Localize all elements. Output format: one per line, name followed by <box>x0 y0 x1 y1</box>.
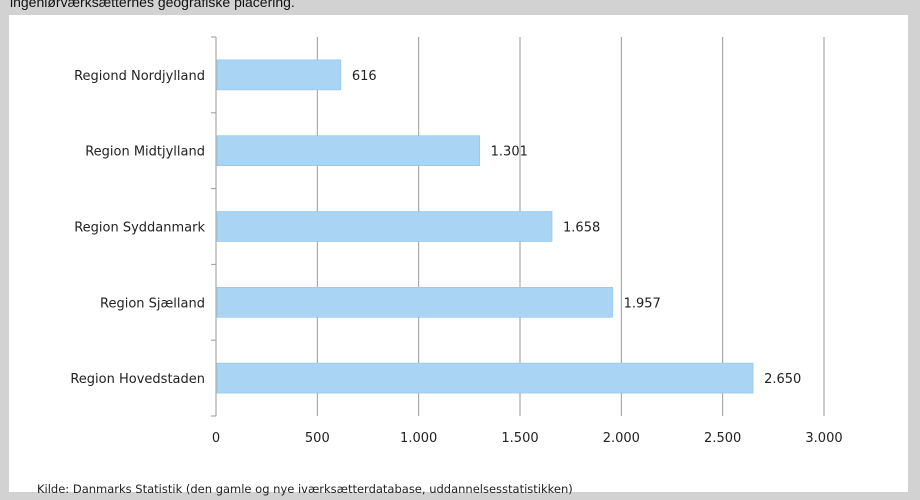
bar <box>216 135 480 166</box>
category-label: Region Syddanmark <box>74 221 205 236</box>
x-tick-label: 3.000 <box>805 431 842 446</box>
bar-chart: Regiond Nordjylland 616 Region Midtjylland… <box>70 36 843 446</box>
value-label: 1.658 <box>563 221 600 236</box>
bar <box>216 59 342 91</box>
x-tick-label: 2.500 <box>704 431 741 446</box>
category-label: Region Midtjylland <box>85 145 205 160</box>
chart-caption: ingeniørværksætternes geografiske placer… <box>10 0 295 10</box>
value-label: 1.301 <box>491 145 528 160</box>
x-tick-label: 1.000 <box>400 431 437 446</box>
bar <box>216 362 754 394</box>
x-tick-label: 1.500 <box>501 431 538 446</box>
value-label: 1.957 <box>624 296 661 311</box>
x-tick-label: 500 <box>305 431 330 446</box>
category-label: Region Sjælland <box>100 296 205 311</box>
x-tick-label: 2.000 <box>603 431 640 446</box>
value-label: 616 <box>352 69 377 84</box>
bar <box>216 211 553 242</box>
chart-panel: Regiond Nordjylland 616 Region Midtjylland… <box>9 15 908 496</box>
category-label: Region Hovedstaden <box>70 372 205 387</box>
category-label: Regiond Nordjylland <box>74 69 205 84</box>
x-tick-label: 0 <box>212 431 220 446</box>
value-label: 2.650 <box>764 372 801 387</box>
bar <box>216 286 613 318</box>
source-note: Kilde: Danmarks Statistik (den gamle og … <box>37 482 573 496</box>
